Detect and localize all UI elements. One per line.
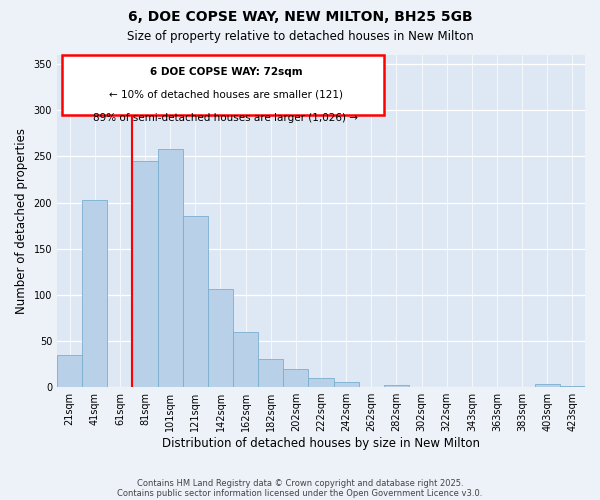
Bar: [183, 216, 208, 387]
Bar: [133, 161, 158, 387]
Bar: [334, 382, 359, 387]
Text: 6, DOE COPSE WAY, NEW MILTON, BH25 5GB: 6, DOE COPSE WAY, NEW MILTON, BH25 5GB: [128, 10, 472, 24]
Bar: [57, 355, 82, 387]
Text: 6 DOE COPSE WAY: 72sqm: 6 DOE COPSE WAY: 72sqm: [149, 66, 302, 76]
Bar: [233, 332, 258, 387]
Text: Contains HM Land Registry data © Crown copyright and database right 2025.: Contains HM Land Registry data © Crown c…: [137, 478, 463, 488]
Bar: [535, 384, 560, 387]
Bar: [283, 368, 308, 387]
Text: ← 10% of detached houses are smaller (121): ← 10% of detached houses are smaller (12…: [109, 90, 343, 100]
Text: 89% of semi-detached houses are larger (1,026) →: 89% of semi-detached houses are larger (…: [94, 113, 358, 123]
Bar: [82, 200, 107, 387]
FancyBboxPatch shape: [62, 55, 385, 115]
Bar: [560, 386, 585, 387]
Bar: [384, 385, 409, 387]
X-axis label: Distribution of detached houses by size in New Milton: Distribution of detached houses by size …: [162, 437, 480, 450]
Y-axis label: Number of detached properties: Number of detached properties: [15, 128, 28, 314]
Text: Contains public sector information licensed under the Open Government Licence v3: Contains public sector information licen…: [118, 488, 482, 498]
Bar: [258, 360, 283, 387]
Bar: [208, 290, 233, 387]
Text: Size of property relative to detached houses in New Milton: Size of property relative to detached ho…: [127, 30, 473, 43]
Bar: [158, 149, 183, 387]
Bar: [308, 378, 334, 387]
